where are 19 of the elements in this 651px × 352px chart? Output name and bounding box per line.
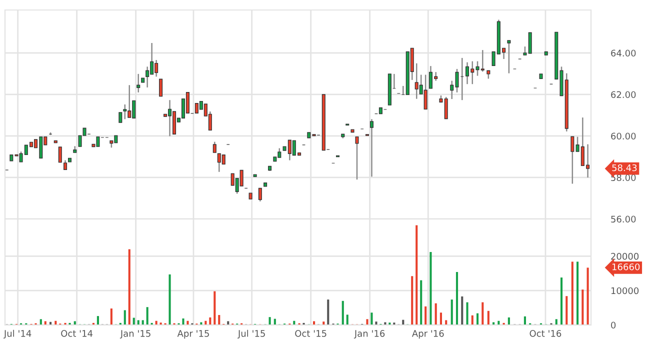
x-tick-label: Jan '15 — [120, 330, 150, 339]
x-tick-label: Jan '16 — [354, 330, 385, 339]
y-tick-label: 60.00 — [611, 132, 636, 140]
y-tick-label: 20000 — [611, 252, 639, 260]
x-tick-label: Oct '16 — [530, 330, 562, 337]
x-tick-label: Apr '15 — [177, 330, 209, 339]
x-tick-label: Jul '14 — [3, 330, 32, 339]
annotation: 58.43 — [612, 164, 637, 172]
x-tick-label: Jul '15 — [238, 330, 265, 339]
x-tick-label: Oct '14 — [61, 330, 93, 337]
y-tick-label: 62.00 — [611, 91, 636, 98]
y-tick-label: 0 — [611, 322, 616, 329]
y-tick-label: 64.00 — [611, 50, 636, 57]
annotation: 16660 — [612, 263, 640, 270]
y-tick-label: 56.00 — [611, 216, 636, 223]
y-tick-label: 58.00 — [611, 174, 636, 182]
x-tick-label: Oct '15 — [295, 330, 326, 337]
x-tick-label: Apr '16 — [412, 330, 444, 339]
y-tick-label: 10000 — [611, 287, 639, 294]
